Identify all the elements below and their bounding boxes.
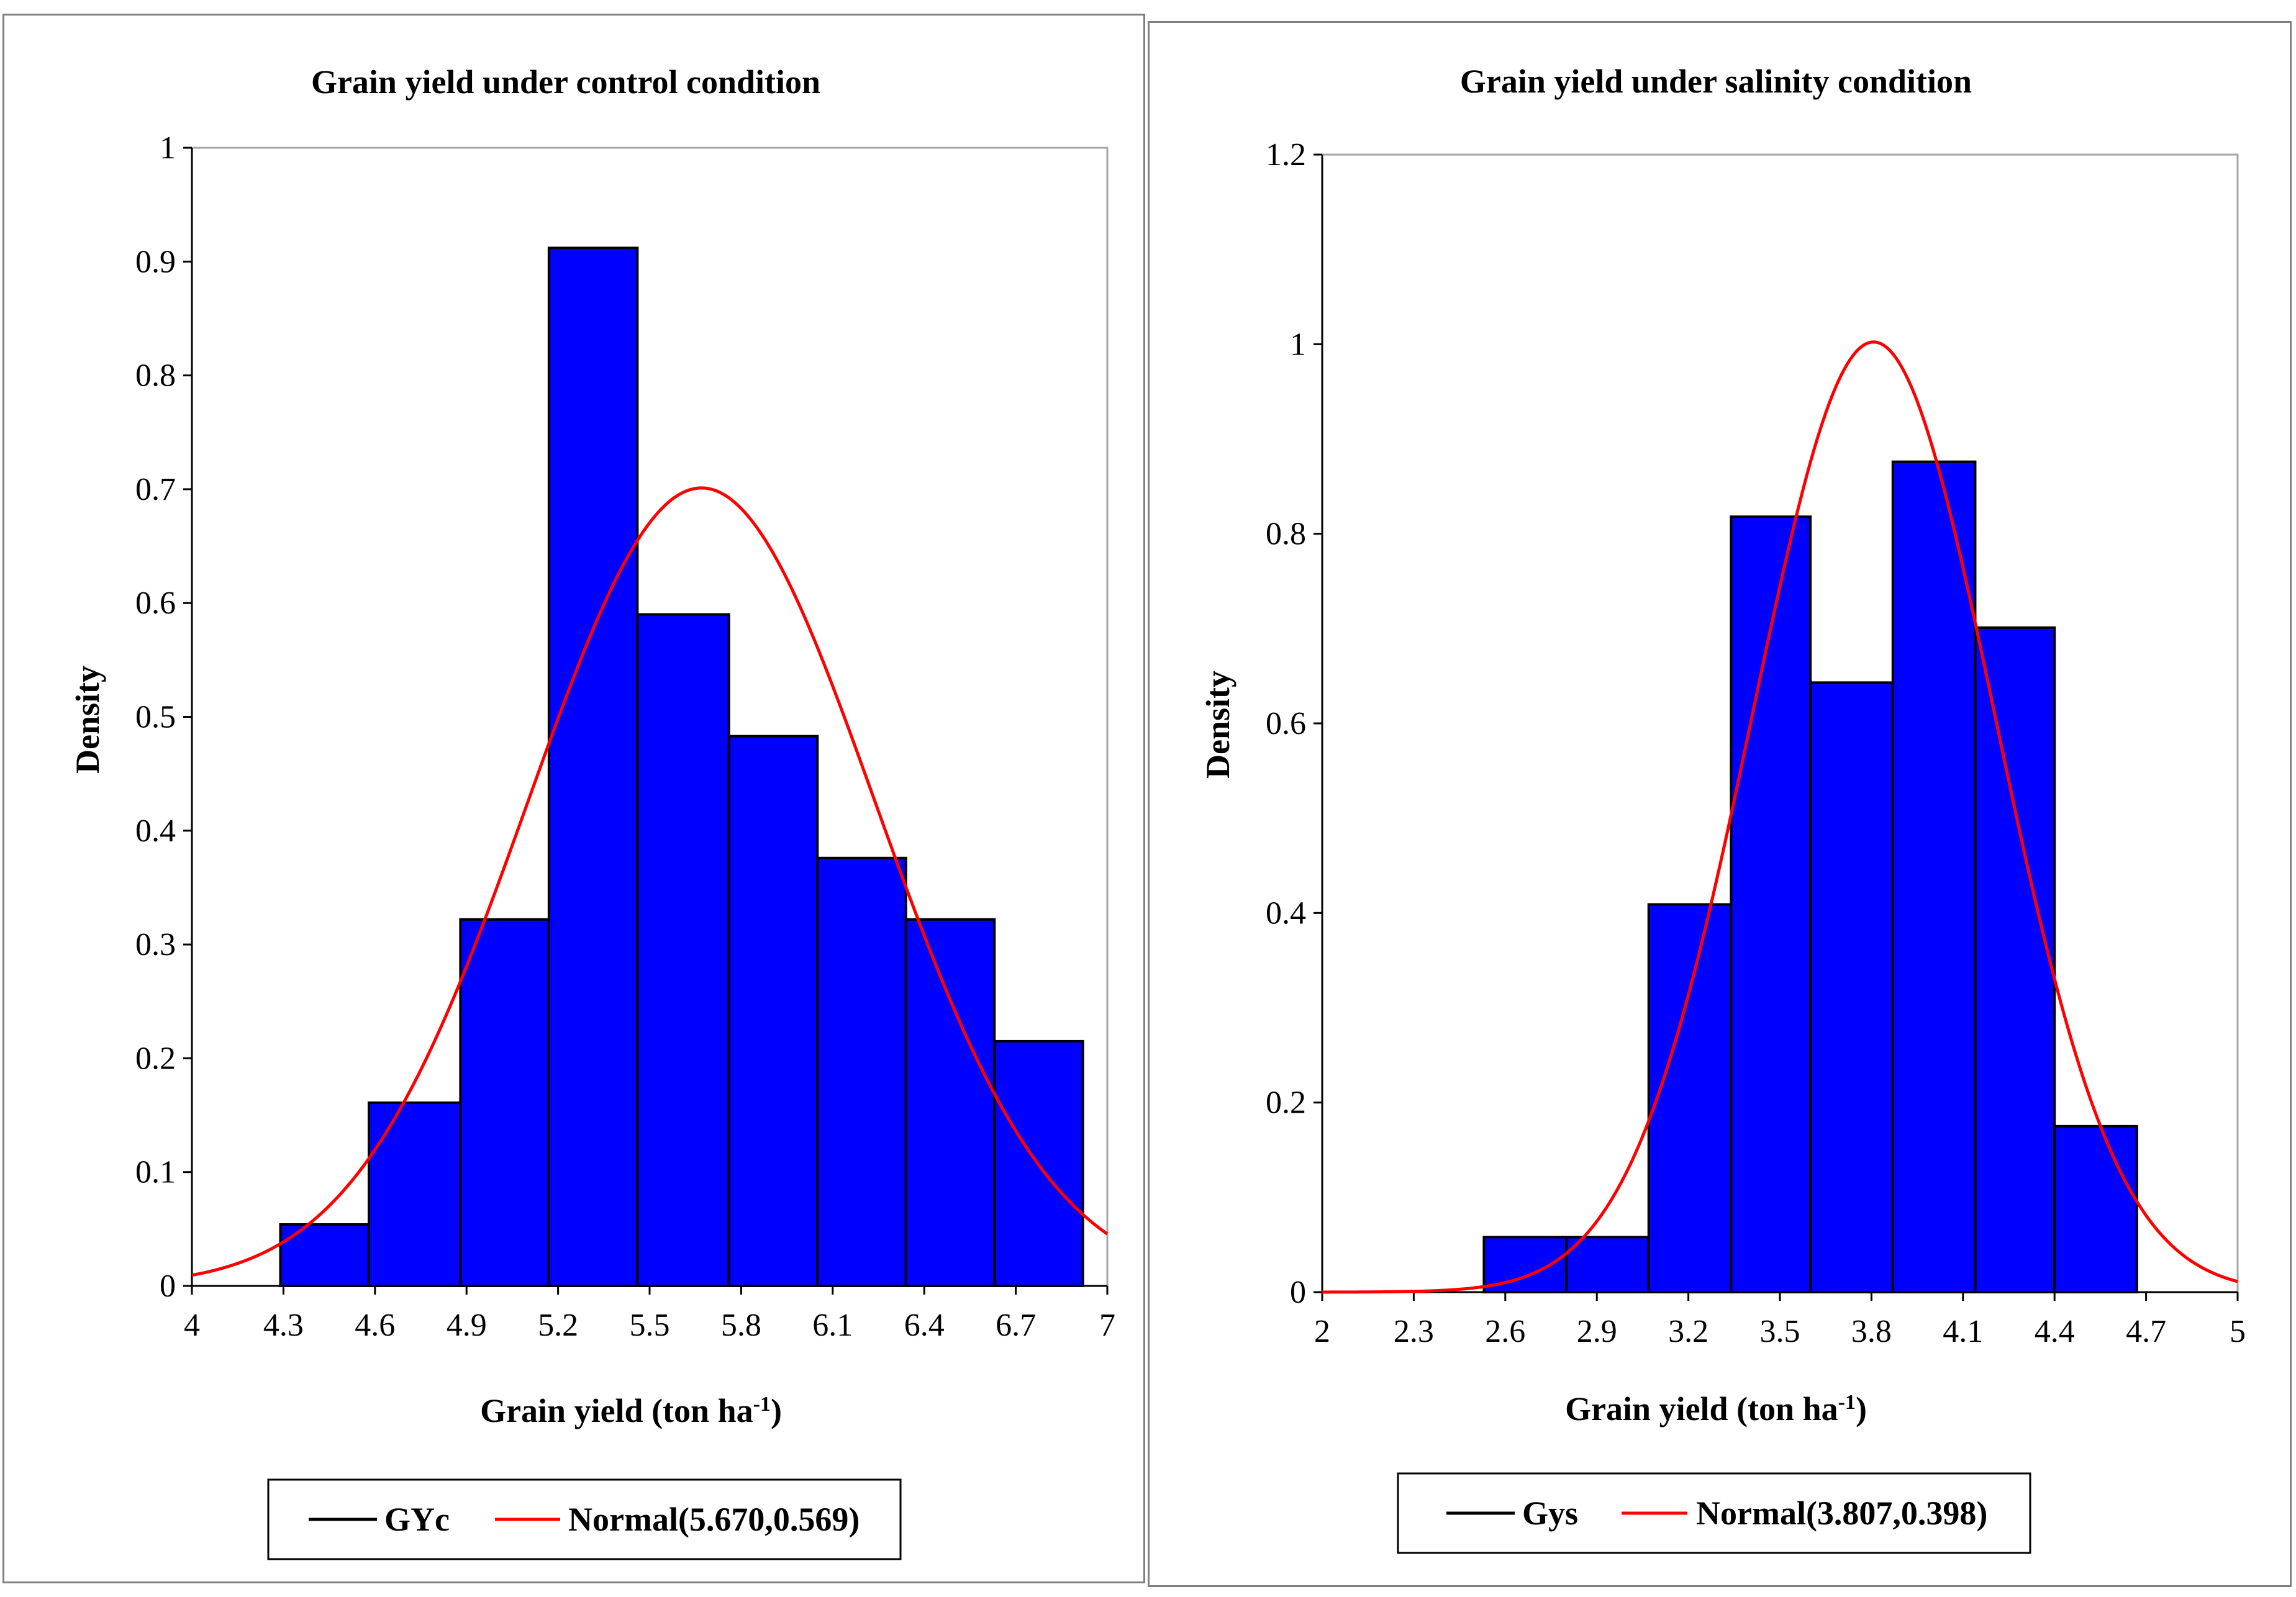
x-tick-label: 6.7 [996, 1308, 1036, 1343]
histogram-bar [1647, 903, 1733, 1294]
chart-panel-control: Grain yield under control condition 0 0.1… [2, 14, 1145, 1583]
legend-label-normal: Normal(5.670,0.569) [568, 1501, 860, 1538]
histogram-bar [1565, 1236, 1650, 1294]
y-tick-label: 1 [160, 130, 176, 166]
y-tick-label: 0.2 [1266, 1085, 1306, 1121]
normal-curve [191, 486, 1109, 1277]
plot-area: 0 0.2 0.4 0.6 0.8 1 1.2 2 2.3 2.6 2.9 3.2 3.5 3.8 4.1 4… [1266, 137, 2246, 1349]
y-tick-label: 0.7 [135, 472, 176, 507]
x-tick-label: 5.8 [721, 1308, 761, 1343]
y-tick-label: 0.4 [1266, 895, 1306, 931]
y-tick-label: 0.4 [135, 813, 176, 849]
chart-title: Grain yield under control condition [311, 63, 820, 101]
y-tick-label: 0.5 [135, 700, 176, 735]
histogram-bar [1891, 460, 1977, 1293]
histogram-control: Grain yield under control condition 0 0.1… [69, 63, 1115, 1560]
x-tick-label: 2.9 [1577, 1314, 1617, 1349]
x-tick-label: 4 [184, 1308, 200, 1343]
histogram-bar [2053, 1124, 2138, 1294]
histogram-bar [547, 247, 639, 1288]
y-tick-label: 0.2 [135, 1041, 176, 1076]
histogram-bar [367, 1101, 462, 1287]
y-tick-label: 1 [1290, 327, 1306, 362]
normal-curve [1322, 340, 2238, 1294]
y-tick-label: 0.8 [1266, 517, 1306, 552]
x-tick-label: 6.1 [812, 1308, 853, 1343]
x-tick-label: 5.5 [630, 1308, 670, 1343]
x-tick-label: 4.9 [447, 1308, 487, 1343]
legend: GYc Normal(5.670,0.569) [267, 1478, 902, 1560]
histogram-bar [1974, 626, 2056, 1293]
histogram-bar [636, 613, 730, 1287]
x-tick-label: 4.7 [2126, 1314, 2166, 1349]
chart-panel-salinity: Grain yield under salinity condition 0 0.… [1148, 21, 2292, 1587]
histogram-bar [816, 856, 907, 1287]
legend-label-normal: Normal(3.807,0.398) [1696, 1495, 1987, 1532]
y-tick-label: 0 [160, 1269, 176, 1304]
x-tick-label: 4.1 [1943, 1314, 1983, 1349]
y-tick-label: 0.6 [1266, 706, 1306, 741]
x-tick-label: 2 [1314, 1314, 1330, 1349]
x-tick-label: 7 [1099, 1308, 1115, 1343]
legend: Gys Normal(3.807,0.398) [1397, 1472, 2031, 1554]
chart-title: Grain yield under salinity condition [1460, 63, 1972, 100]
legend-label-gys: Gys [1522, 1495, 1578, 1532]
histogram-bar [904, 918, 996, 1288]
histogram-bar [1809, 681, 1894, 1294]
x-tick-label: 5.2 [538, 1308, 578, 1343]
histogram-bar [459, 918, 550, 1288]
x-tick-label: 4.6 [355, 1308, 395, 1343]
x-tick-label: 3.8 [1851, 1314, 1892, 1349]
x-axis-label: Grain yield (ton ha-1) [1565, 1390, 1867, 1427]
y-axis-label: Density [1199, 671, 1236, 779]
x-tick-label: 2.6 [1485, 1314, 1525, 1349]
y-tick-label: 1.2 [1266, 137, 1306, 173]
x-axis-label: Grain yield (ton ha-1) [480, 1392, 782, 1429]
histogram-salinity: Grain yield under salinity condition 0 0.… [1199, 63, 2246, 1554]
y-tick-label: 0.6 [135, 586, 176, 621]
x-tick-label: 6.4 [904, 1308, 945, 1343]
plot-area: 0 0.1 0.2 0.3 0.4 0.5 0.6 0.7 0.8 0.9 1 4 4.3 4.6 4.9 5… [135, 130, 1115, 1343]
x-tick-label: 4.4 [2035, 1314, 2075, 1349]
histogram-bar [727, 735, 819, 1287]
y-tick-label: 0.3 [135, 927, 176, 962]
x-tick-label: 2.3 [1394, 1314, 1434, 1349]
x-tick-label: 3.5 [1760, 1314, 1800, 1349]
y-tick-label: 0 [1290, 1275, 1306, 1310]
y-tick-label: 0.1 [135, 1155, 176, 1190]
legend-label-gyc: GYc [384, 1501, 450, 1538]
x-tick-label: 5 [2230, 1314, 2246, 1349]
x-tick-label: 4.3 [263, 1308, 304, 1343]
x-tick-label: 3.2 [1668, 1314, 1708, 1349]
y-tick-label: 0.9 [135, 244, 176, 279]
y-tick-label: 0.8 [135, 358, 176, 394]
y-axis-label: Density [69, 666, 106, 774]
